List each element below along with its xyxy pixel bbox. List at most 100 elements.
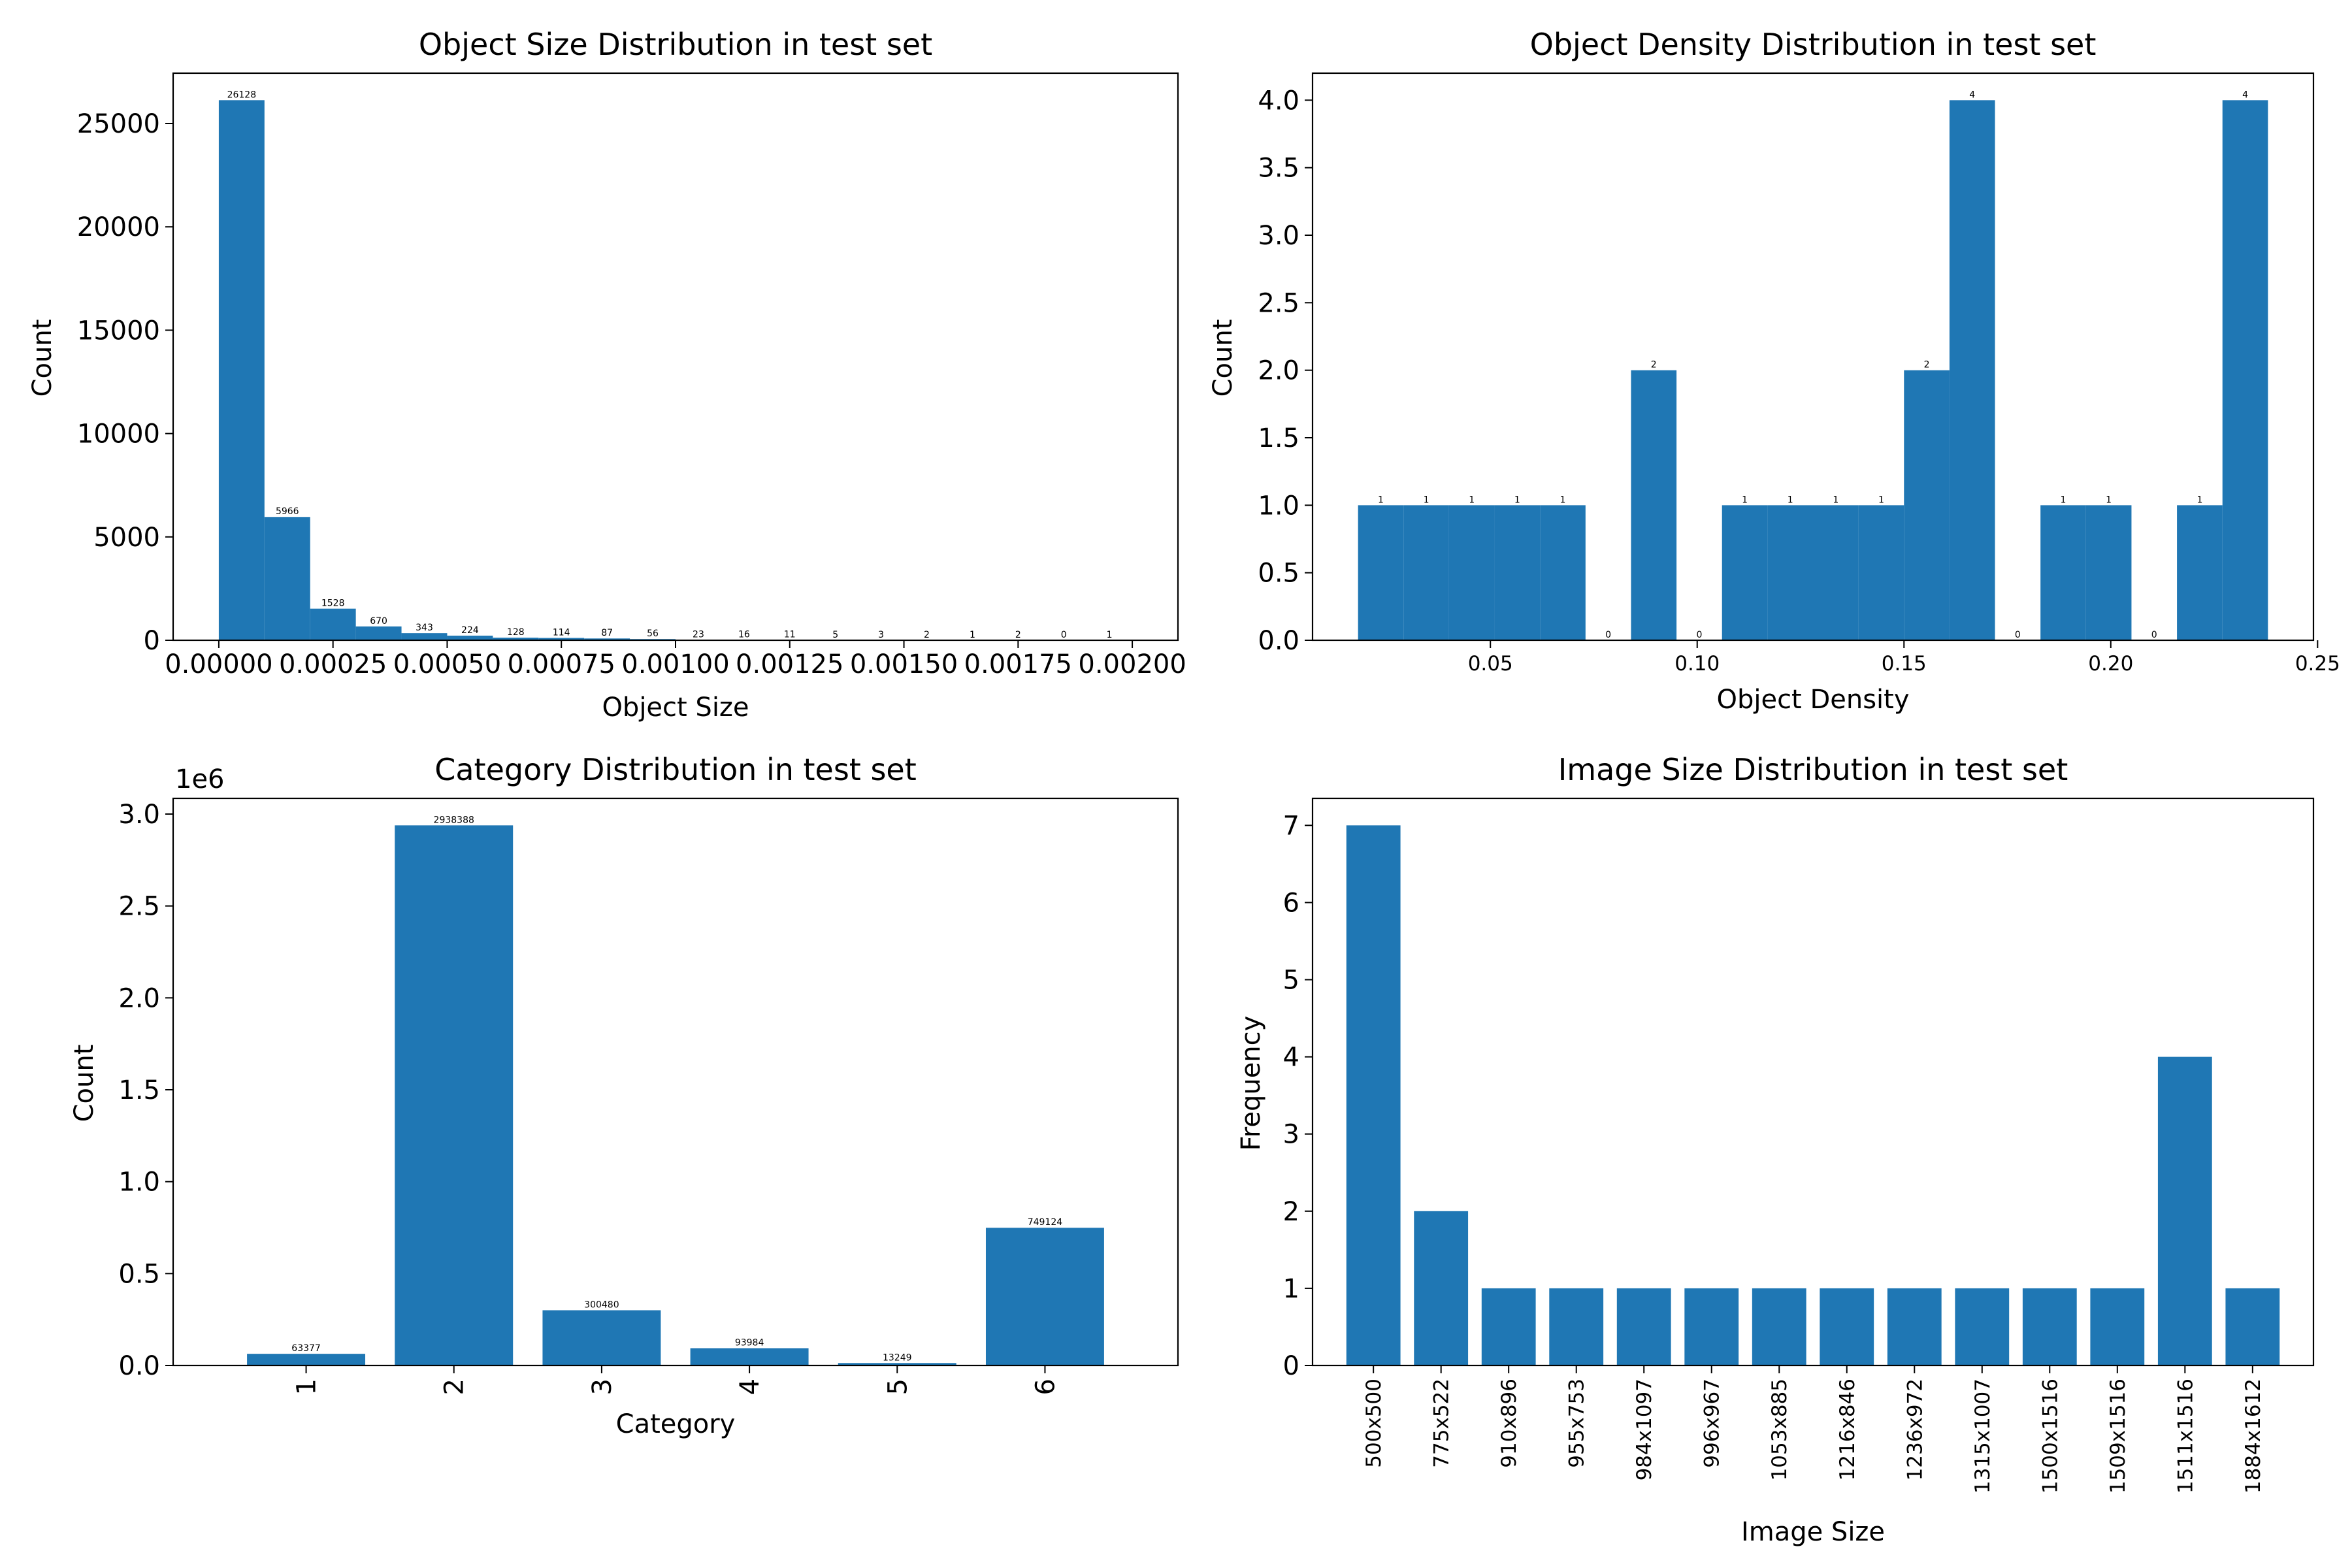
image-size-x-tick-label: 1216x846 bbox=[1836, 1379, 1859, 1480]
image-size-x-tick-label: 500x500 bbox=[1362, 1379, 1386, 1468]
object-size-y-ticks: 0 5000 10000 15000 20000 25000 bbox=[77, 109, 173, 656]
image-size-y-tick-label: 6 bbox=[1283, 888, 1299, 918]
object-density-bar bbox=[1358, 505, 1404, 640]
object-density-data-label: 2 bbox=[1651, 360, 1657, 370]
object-density-data-label: 0 bbox=[2151, 630, 2157, 640]
image-size-plot-frame bbox=[1311, 797, 2315, 1367]
object-density-data-label: 1 bbox=[1469, 495, 1475, 505]
object-size-data-label: 56 bbox=[647, 629, 659, 639]
image-size-x-tick-label: 1315x1007 bbox=[1971, 1379, 1995, 1494]
object-size-data-label: 2 bbox=[1015, 630, 1021, 640]
image-size-x-tick-label: 1509x1516 bbox=[2106, 1379, 2130, 1494]
object-density-x-tick-label: 0.25 bbox=[2295, 652, 2340, 676]
image-size-y-tick-label: 7 bbox=[1283, 811, 1299, 841]
object-size-x-ticks: 0.00000 0.00025 0.00050 0.00075 0.00100 0.001… bbox=[165, 640, 1186, 679]
object-size-data-label: 1528 bbox=[321, 598, 345, 609]
image-size-bar bbox=[1684, 1288, 1739, 1365]
object-size-bar bbox=[355, 626, 402, 640]
category-panel: Category Distribution in test set Catego… bbox=[69, 752, 1179, 1439]
category-y-tick-label: 1.0 bbox=[118, 1168, 160, 1198]
category-data-label: 2938388 bbox=[434, 815, 474, 825]
object-density-data-label: 1 bbox=[2197, 495, 2202, 505]
image-size-x-tick-label: 775x522 bbox=[1430, 1379, 1454, 1468]
image-size-x-tick-label: 1500x1516 bbox=[2038, 1379, 2062, 1494]
object-density-y-tick-label: 1.0 bbox=[1258, 491, 1299, 521]
object-density-ylabel: Count bbox=[1208, 319, 1238, 397]
object-size-bar bbox=[584, 638, 630, 640]
category-y-tick-label: 1.5 bbox=[118, 1075, 160, 1105]
object-density-y-tick-label: 3.0 bbox=[1258, 221, 1299, 251]
object-density-plot-frame bbox=[1311, 72, 2315, 642]
category-y-tick-label: 2.5 bbox=[118, 892, 160, 922]
image-size-y-tick-label: 0 bbox=[1283, 1351, 1299, 1381]
category-y-tick-label: 2.0 bbox=[118, 983, 160, 1013]
image-size-bar bbox=[1549, 1288, 1604, 1365]
category-x-ticks: 1 2 3 4 5 6 bbox=[292, 1365, 1060, 1395]
image-size-y-tick-label: 2 bbox=[1283, 1197, 1299, 1227]
category-ylabel: Count bbox=[69, 1045, 99, 1122]
image-size-bar bbox=[1955, 1288, 2010, 1365]
object-density-data-label: 1 bbox=[1833, 495, 1838, 505]
object-size-data-label: 114 bbox=[553, 627, 570, 638]
object-size-y-tick-label: 0 bbox=[144, 626, 160, 656]
object-size-data-label: 224 bbox=[461, 625, 479, 636]
object-density-y-tick-label: 2.0 bbox=[1258, 356, 1299, 386]
object-size-x-tick-label: 0.00050 bbox=[393, 649, 501, 679]
object-density-title: Object Density Distribution in test set bbox=[1530, 27, 2097, 62]
object-density-bars bbox=[1358, 100, 2268, 641]
image-size-bar bbox=[2022, 1288, 2077, 1365]
category-bar bbox=[247, 1354, 366, 1365]
category-data-labels: 63377 2938388 300480 93984 13249 749124 bbox=[291, 815, 1062, 1363]
object-density-bar bbox=[1858, 505, 1904, 640]
object-size-data-label: 343 bbox=[416, 623, 433, 633]
object-size-data-label: 1 bbox=[1107, 630, 1113, 640]
object-size-data-label: 5 bbox=[832, 630, 838, 640]
object-density-data-label: 1 bbox=[1878, 495, 1884, 505]
category-y-tick-label: 0.0 bbox=[118, 1351, 160, 1381]
category-bars bbox=[247, 825, 1104, 1365]
category-bar bbox=[690, 1348, 809, 1365]
object-size-y-tick-label: 15000 bbox=[77, 316, 160, 346]
object-size-x-tick-label: 0.00150 bbox=[850, 649, 958, 679]
object-density-data-label: 1 bbox=[1514, 495, 1520, 505]
object-size-bar bbox=[218, 100, 265, 640]
object-density-y-tick-label: 4.0 bbox=[1258, 86, 1299, 116]
category-x-tick-label: 5 bbox=[883, 1379, 913, 1395]
object-density-y-tick-label: 3.5 bbox=[1258, 154, 1299, 184]
image-size-x-tick-label: 1236x972 bbox=[1903, 1379, 1927, 1480]
object-size-bars bbox=[218, 100, 1133, 640]
category-data-label: 13249 bbox=[883, 1352, 912, 1363]
object-size-bar bbox=[264, 517, 310, 640]
image-size-title: Image Size Distribution in test set bbox=[1558, 752, 2068, 787]
object-size-x-tick-label: 0.00100 bbox=[621, 649, 729, 679]
object-density-y-tick-label: 0.5 bbox=[1258, 559, 1299, 589]
object-size-xlabel: Object Size bbox=[602, 693, 749, 723]
image-size-y-tick-label: 1 bbox=[1283, 1274, 1299, 1304]
object-density-y-tick-label: 0.0 bbox=[1258, 626, 1299, 656]
object-density-bar bbox=[1904, 370, 1950, 640]
object-density-data-label: 2 bbox=[1924, 360, 1930, 370]
image-size-x-tick-label: 910x896 bbox=[1497, 1379, 1521, 1468]
object-density-bar bbox=[1631, 370, 1677, 640]
category-bar bbox=[395, 825, 514, 1365]
object-size-title: Object Size Distribution in test set bbox=[419, 27, 932, 62]
image-size-x-tick-label: 1511x1516 bbox=[2174, 1379, 2197, 1494]
object-density-data-label: 1 bbox=[1560, 495, 1566, 505]
image-size-x-tick-label: 1884x1612 bbox=[2242, 1379, 2265, 1494]
category-bar bbox=[985, 1228, 1104, 1365]
image-size-bar bbox=[1481, 1288, 1536, 1365]
object-density-bar bbox=[1494, 505, 1541, 640]
object-density-x-tick-label: 0.15 bbox=[1882, 652, 1927, 676]
image-size-bar bbox=[1414, 1211, 1469, 1365]
object-density-data-label: 0 bbox=[2015, 630, 2021, 640]
object-density-bar bbox=[1813, 505, 1859, 640]
object-size-x-tick-label: 0.00025 bbox=[279, 649, 387, 679]
object-density-data-label: 4 bbox=[2242, 90, 2248, 100]
object-density-bar bbox=[1540, 505, 1586, 640]
image-size-x-tick-label: 996x967 bbox=[1701, 1379, 1724, 1468]
object-density-x-tick-label: 0.10 bbox=[1674, 652, 1720, 676]
object-size-panel: Object Size Distribution in test set Obj… bbox=[27, 27, 1186, 723]
image-size-bars bbox=[1346, 825, 2280, 1365]
image-size-bar bbox=[1887, 1288, 1942, 1365]
